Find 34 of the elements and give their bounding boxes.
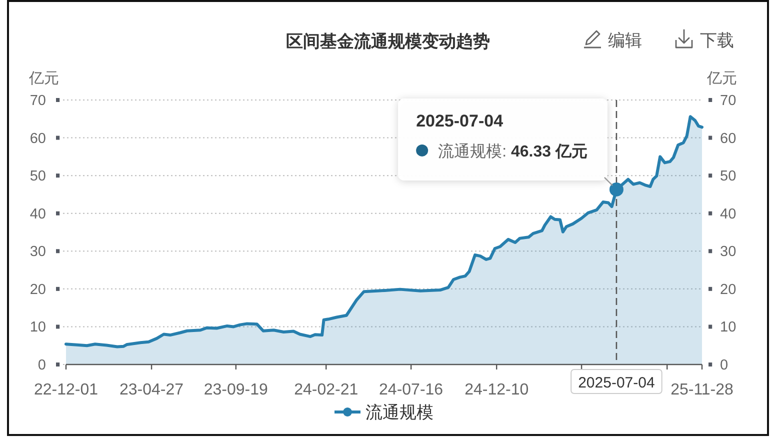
y-tick-label: 60 (30, 130, 46, 147)
text: 编辑 (608, 31, 642, 50)
text: 下载 (700, 31, 734, 50)
ref-line-label: 2025-07-04 (578, 374, 655, 392)
y2-tick-label: 60 (720, 130, 736, 147)
y2-tick-label: 20 (720, 282, 736, 298)
x-tick-label: 23-04-27 (120, 382, 184, 398)
y-tick-label: 10 (30, 320, 46, 336)
y2-tick-label: 70 (720, 93, 736, 109)
x-tick-label: 22-12-01 (34, 382, 98, 398)
y2-tick-label: 50 (720, 168, 736, 185)
chart-title: 区间基金流通规模变动趋势 (286, 32, 490, 51)
y-tick-label: 50 (30, 168, 46, 185)
y-tick-label: 40 (30, 206, 46, 222)
legend-label: 流通规模 (366, 403, 434, 422)
x-tick-label: 24-02-21 (294, 382, 358, 398)
ref-line-label-box: 2025-07-04 (570, 369, 662, 394)
y-tick-label: 70 (30, 93, 46, 109)
y2-tick-label: 10 (720, 320, 736, 336)
x-tick-label: 24-07-16 (379, 382, 444, 398)
y2-tick-label: 40 (720, 206, 736, 222)
x-tick-label: 24-12-10 (464, 382, 529, 398)
annotation: 2025-07-04 流通规模: 46.33 亿元 (416, 111, 588, 160)
y2-tick-label: 30 (720, 244, 736, 260)
y-tick-label: 30 (30, 244, 46, 260)
legend: 流通规模 (334, 403, 434, 422)
y2-tick-label: 0 (720, 358, 728, 374)
y-tick-label: 20 (30, 282, 46, 298)
x-tick-label: 25-11-28 (670, 382, 734, 398)
annotation: 2025-07-04 流通规模: 46.33 亿元 (398, 98, 613, 186)
x-tick-label: 23-09-19 (204, 382, 268, 398)
y-axis-title: 亿元 (28, 70, 59, 87)
y-tick-label: 0 (38, 358, 46, 374)
y2-axis-title: 亿元 (706, 70, 737, 87)
